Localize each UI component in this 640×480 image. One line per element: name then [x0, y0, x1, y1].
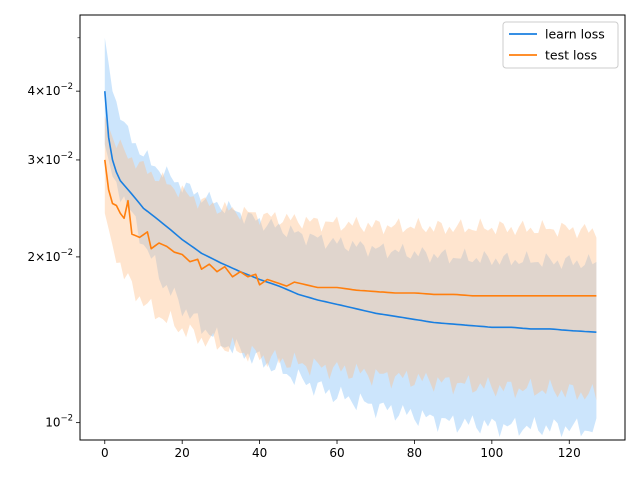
x-tick-label: 0 [101, 446, 109, 460]
confidence-bands [104, 37, 597, 438]
y-tick-label: 10−2 [45, 414, 73, 430]
y-tick-label: 4×10−2 [27, 82, 73, 98]
x-axis: 0 20 40 60 80 100 120 [101, 440, 581, 460]
band-learn-loss [104, 37, 597, 438]
band-test-loss [104, 116, 597, 401]
x-tick-label: 20 [175, 446, 190, 460]
x-tick-label: 60 [329, 446, 344, 460]
x-tick-label: 100 [480, 446, 503, 460]
x-tick-label: 80 [407, 446, 422, 460]
line-test-loss [104, 159, 597, 297]
legend-label: learn loss [545, 27, 605, 42]
legend-label: test loss [545, 48, 597, 63]
axes-frame [79, 14, 626, 441]
x-tick-label: 120 [558, 446, 581, 460]
x-tick-label: 40 [252, 446, 267, 460]
legend: learn loss test loss [502, 21, 619, 69]
series-lines [104, 91, 597, 333]
line-learn-loss [104, 91, 597, 333]
y-axis: 10−2 2×10−2 3×10−2 4×10−2 [27, 37, 80, 430]
y-tick-label: 3×10−2 [27, 151, 73, 167]
y-tick-label: 2×10−2 [27, 248, 73, 264]
